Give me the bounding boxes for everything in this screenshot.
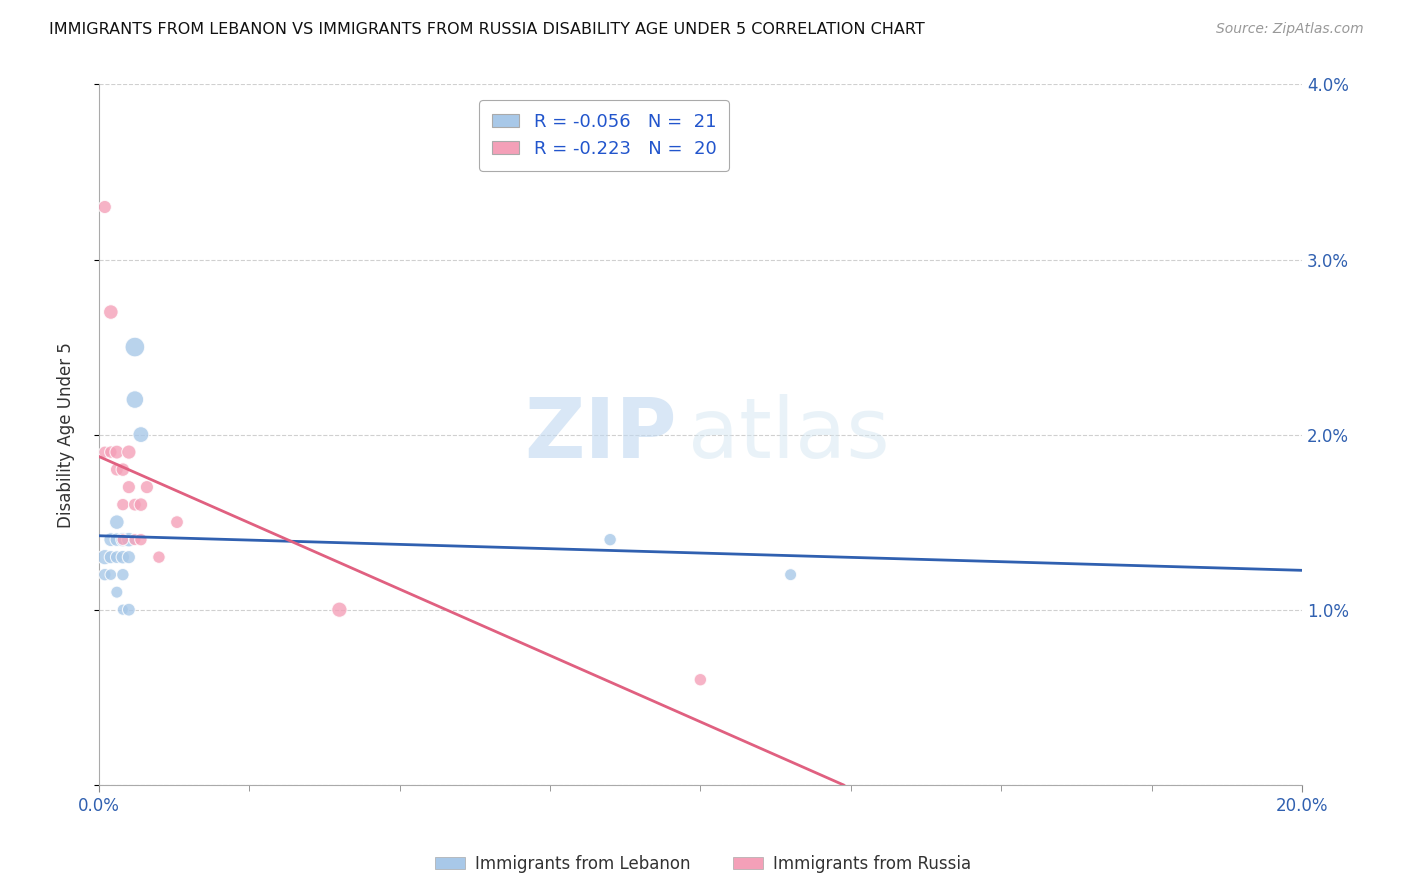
Y-axis label: Disability Age Under 5: Disability Age Under 5 <box>58 342 75 527</box>
Text: IMMIGRANTS FROM LEBANON VS IMMIGRANTS FROM RUSSIA DISABILITY AGE UNDER 5 CORRELA: IMMIGRANTS FROM LEBANON VS IMMIGRANTS FR… <box>49 22 925 37</box>
Point <box>100 550 122 565</box>
Point <box>100 533 122 547</box>
Point <box>118 602 141 616</box>
Text: ZIP: ZIP <box>524 394 676 475</box>
Point <box>328 602 350 616</box>
Point <box>118 550 141 565</box>
Point <box>124 392 146 407</box>
Point <box>129 498 152 512</box>
Point <box>111 533 134 547</box>
Point <box>124 533 146 547</box>
Point <box>118 533 141 547</box>
Point <box>94 567 117 582</box>
Point <box>100 445 122 459</box>
Point <box>111 550 134 565</box>
Point <box>111 462 134 476</box>
Point <box>100 567 122 582</box>
Point <box>689 673 711 687</box>
Point <box>111 533 134 547</box>
Point <box>94 550 117 565</box>
Point <box>105 585 128 599</box>
Point <box>111 602 134 616</box>
Point <box>129 427 152 442</box>
Point <box>94 445 117 459</box>
Point <box>135 480 157 494</box>
Point <box>105 462 128 476</box>
Point <box>105 550 128 565</box>
Point <box>105 445 128 459</box>
Point <box>118 480 141 494</box>
Point <box>124 340 146 354</box>
Point <box>105 533 128 547</box>
Point <box>94 200 117 214</box>
Point <box>111 498 134 512</box>
Point <box>599 533 621 547</box>
Point <box>118 445 141 459</box>
Point <box>111 567 134 582</box>
Point <box>779 567 801 582</box>
Point <box>100 305 122 319</box>
Legend: Immigrants from Lebanon, Immigrants from Russia: Immigrants from Lebanon, Immigrants from… <box>429 848 977 880</box>
Point <box>148 550 170 565</box>
Point <box>166 515 188 529</box>
Point <box>105 515 128 529</box>
Point <box>124 498 146 512</box>
Legend: R = -0.056   N =  21, R = -0.223   N =  20: R = -0.056 N = 21, R = -0.223 N = 20 <box>479 101 728 170</box>
Text: Source: ZipAtlas.com: Source: ZipAtlas.com <box>1216 22 1364 37</box>
Point <box>129 533 152 547</box>
Text: atlas: atlas <box>689 394 890 475</box>
